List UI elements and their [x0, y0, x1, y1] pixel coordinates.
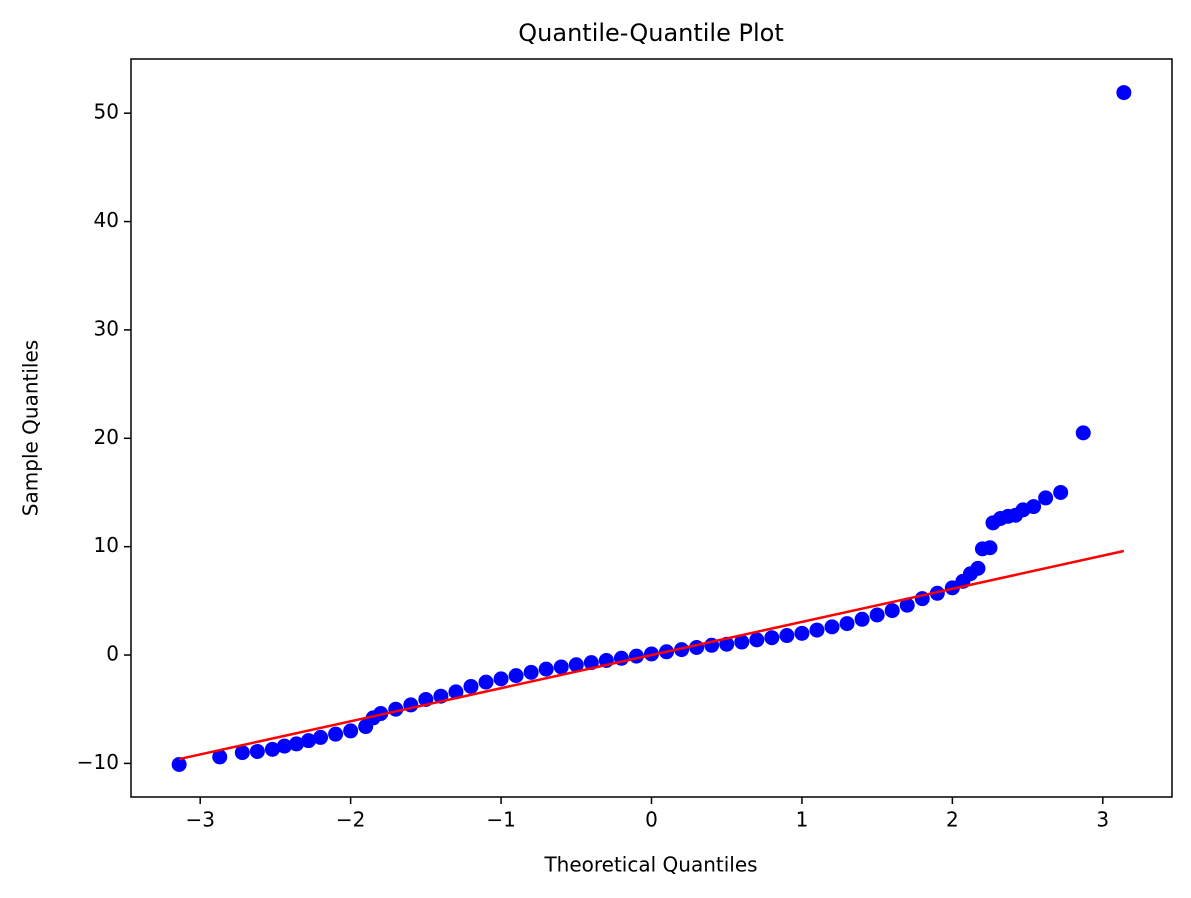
reference-line: [178, 549, 1125, 761]
point: [328, 726, 344, 742]
point: [276, 738, 292, 754]
point: [1026, 499, 1042, 515]
point: [508, 668, 524, 684]
point: [839, 616, 855, 632]
y-tick-label: 20: [94, 425, 119, 449]
x-tick-label: 1: [796, 808, 809, 832]
point: [234, 745, 250, 761]
y-tick-label: −10: [77, 750, 119, 774]
point: [264, 741, 280, 757]
point: [463, 678, 479, 694]
y-tick-label: 30: [94, 316, 119, 340]
point: [869, 607, 885, 623]
point: [1038, 490, 1054, 506]
y-tick-label: 0: [106, 642, 119, 666]
point: [343, 723, 359, 739]
x-tick-label: 3: [1096, 808, 1109, 832]
x-axis-label: Theoretical Quantiles: [543, 853, 757, 877]
x-tick-label: 0: [645, 808, 658, 832]
point: [212, 749, 228, 765]
point: [313, 729, 329, 745]
point: [493, 671, 509, 687]
point: [553, 659, 569, 675]
point: [824, 619, 840, 635]
point: [1053, 484, 1069, 500]
point: [734, 634, 750, 650]
point: [249, 743, 265, 759]
point: [970, 560, 986, 576]
point: [899, 597, 915, 613]
point: [884, 603, 900, 619]
point: [538, 661, 554, 677]
point: [301, 733, 317, 749]
x-tick-label: −1: [486, 808, 515, 832]
point: [1075, 425, 1091, 441]
point: [478, 674, 494, 690]
point: [568, 657, 584, 673]
y-tick-label: 50: [94, 100, 119, 124]
point: [982, 540, 998, 556]
point: [448, 684, 464, 700]
plot-frame: [130, 58, 1173, 798]
x-tick-label: −2: [336, 808, 365, 832]
y-tick-label: 40: [94, 208, 119, 232]
point: [794, 625, 810, 641]
point: [288, 736, 304, 752]
point: [523, 664, 539, 680]
x-tick-label: 2: [946, 808, 959, 832]
point: [854, 611, 870, 627]
x-tick-label: −3: [185, 808, 214, 832]
y-tick-label: 10: [94, 533, 119, 557]
point: [764, 630, 780, 646]
point: [749, 632, 765, 648]
point: [809, 622, 825, 638]
point: [1116, 85, 1132, 101]
point: [779, 628, 795, 644]
point: [171, 756, 187, 772]
y-axis-label: Sample Quantiles: [19, 340, 43, 516]
chart-title: Quantile-Quantile Plot: [518, 19, 783, 47]
